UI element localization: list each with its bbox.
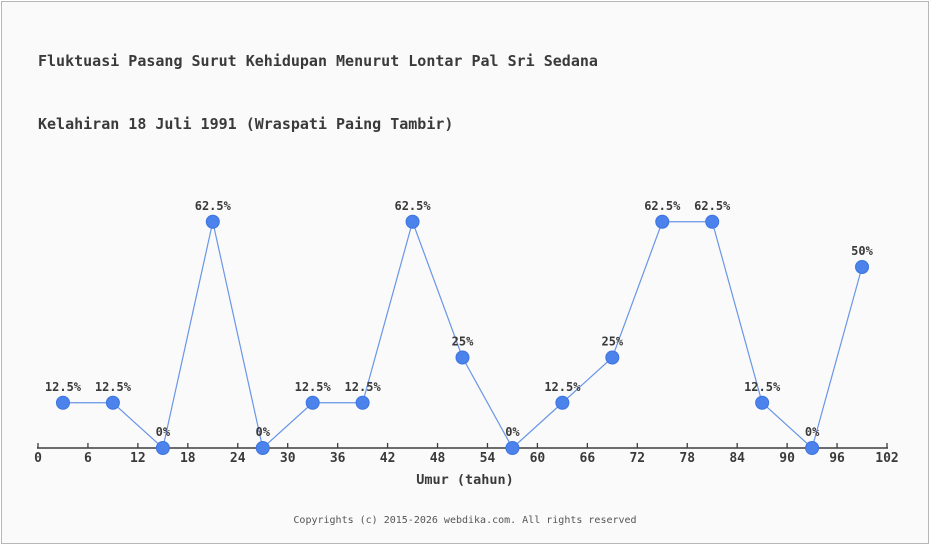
data-point-label: 25%: [601, 335, 623, 349]
data-point-label: 62.5%: [644, 199, 681, 213]
x-axis-tick-label: 12: [130, 451, 146, 466]
x-axis-tick-label: 60: [530, 451, 546, 466]
data-point-marker: [55, 395, 70, 410]
data-point-marker: [605, 350, 620, 365]
x-axis-tick-label: 96: [829, 451, 845, 466]
x-axis-tick-label: 66: [580, 451, 596, 466]
x-axis-tick-label: 84: [729, 451, 745, 466]
data-point-marker: [505, 441, 520, 455]
data-point-marker: [355, 395, 370, 410]
x-axis-tick-label: 78: [679, 451, 695, 466]
x-axis-tick-label: 48: [430, 451, 446, 466]
data-point-marker: [105, 395, 120, 410]
data-point-label: 0%: [156, 425, 171, 439]
data-point-marker: [155, 441, 170, 455]
x-axis-tick-label: 54: [480, 451, 496, 466]
copyright-text: Copyrights (c) 2015-2026 webdika.com. Al…: [293, 515, 637, 526]
data-point-label: 12.5%: [744, 380, 781, 394]
x-axis-tick-label: 6: [84, 451, 92, 466]
data-point-label: 12.5%: [544, 380, 581, 394]
data-point-marker: [555, 395, 570, 410]
x-axis-tick-label: 30: [280, 451, 296, 466]
x-axis-tick-label: 24: [230, 451, 246, 466]
x-axis-tick-label: 102: [875, 451, 898, 466]
data-point-label: 12.5%: [295, 380, 332, 394]
chart-title: Fluktuasi Pasang Surut Kehidupan Menurut…: [38, 9, 598, 177]
data-point-label: 12.5%: [345, 380, 382, 394]
data-point-marker: [405, 214, 420, 229]
data-point-label: 62.5%: [195, 199, 232, 213]
data-point-marker: [805, 441, 820, 455]
data-point-label: 62.5%: [394, 199, 431, 213]
chart-title-line1: Fluktuasi Pasang Surut Kehidupan Menurut…: [38, 52, 598, 70]
data-point-label: 25%: [452, 335, 474, 349]
data-point-marker: [205, 214, 220, 229]
data-point-label: 0%: [805, 425, 820, 439]
x-axis-tick-label: 0: [34, 451, 42, 466]
x-axis-tick-label: 18: [180, 451, 196, 466]
x-axis-label: Umur (tahun): [416, 472, 514, 488]
data-point-marker: [255, 441, 270, 455]
data-point-label: 62.5%: [694, 199, 731, 213]
data-point-label: 0%: [505, 425, 520, 439]
x-axis-tick-label: 72: [629, 451, 645, 466]
data-point-label: 50%: [851, 244, 873, 258]
data-point-label: 12.5%: [95, 380, 132, 394]
data-point-marker: [855, 260, 870, 274]
data-point-marker: [705, 214, 720, 229]
data-point-marker: [755, 395, 770, 410]
chart-title-line2: Kelahiran 18 Juli 1991 (Wraspati Paing T…: [38, 115, 454, 133]
data-point-label: 0%: [256, 425, 271, 439]
x-axis-tick-label: 36: [330, 451, 346, 466]
data-point-label: 12.5%: [45, 380, 82, 394]
x-axis-tick-label: 42: [380, 451, 396, 466]
data-point-marker: [655, 214, 670, 229]
data-point-marker: [455, 350, 470, 365]
x-axis-tick-label: 90: [779, 451, 795, 466]
data-point-marker: [305, 395, 320, 410]
